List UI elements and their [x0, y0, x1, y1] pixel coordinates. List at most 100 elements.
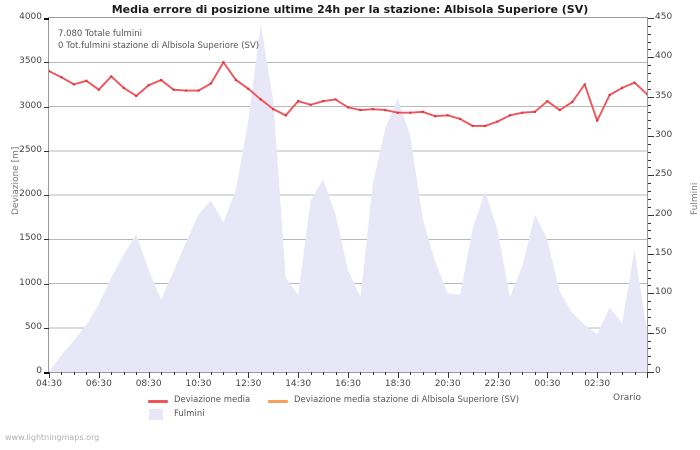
- page-title: Media errore di posizione ultime 24h per…: [111, 3, 589, 16]
- y-tick-left: 3000: [19, 100, 42, 111]
- legend-label[interactable]: Deviazione media: [174, 395, 251, 405]
- x-minor-tick-mark: [285, 372, 287, 375]
- x-tick-label: 12:30: [235, 379, 262, 389]
- x-tick-mark: [298, 372, 300, 378]
- x-tick-mark: [49, 372, 50, 378]
- y-tick-right: 150: [655, 248, 673, 258]
- x-minor-tick-mark: [210, 372, 212, 375]
- legend-label[interactable]: Fulmini: [174, 409, 205, 419]
- x-minor-tick-mark: [161, 372, 163, 375]
- x-minor-tick-mark: [534, 372, 536, 375]
- y-tick-right: 50: [655, 326, 667, 337]
- y-tick-mark-left: [44, 239, 49, 241]
- x-tick-mark: [148, 372, 150, 378]
- x-tick-label: 22:30: [484, 379, 511, 389]
- x-tick-label: 08:30: [135, 379, 162, 389]
- x-minor-tick-mark: [223, 372, 225, 375]
- y-minor-tick-right: [648, 104, 651, 106]
- legend-area-swatch: [149, 409, 163, 420]
- x-tick-mark: [647, 372, 648, 378]
- y-tick-right: 250: [655, 169, 673, 180]
- x-minor-tick-mark: [584, 372, 586, 375]
- y-minor-tick-right: [648, 285, 651, 287]
- y-tick-right: 100: [655, 287, 673, 298]
- y-tick-mark-left: [44, 372, 49, 374]
- y-tick-mark-right: [648, 57, 654, 59]
- y-tick-left: 2500: [19, 144, 42, 155]
- y-minor-tick-right: [648, 364, 651, 366]
- y-minor-tick-right: [648, 348, 651, 350]
- x-tick-label: 20:30: [434, 379, 461, 389]
- x-tick-label: 18:30: [384, 379, 411, 389]
- y-axis-right-label: Fulmini: [690, 182, 700, 215]
- x-minor-tick-mark: [335, 372, 337, 375]
- y-tick-right: 400: [655, 51, 673, 62]
- y-tick-mark-left: [44, 62, 49, 64]
- x-tick-mark: [447, 372, 449, 378]
- x-minor-tick-mark: [61, 372, 63, 375]
- x-tick-mark: [547, 372, 549, 378]
- x-tick-mark: [597, 372, 599, 378]
- y-minor-tick-right: [648, 49, 651, 51]
- y-tick-mark-left: [44, 150, 49, 152]
- x-minor-tick-mark: [410, 372, 412, 375]
- x-minor-tick-mark: [435, 372, 437, 375]
- legend-label[interactable]: Deviazione media stazione di Albisola Su…: [294, 395, 520, 405]
- x-minor-tick-mark: [634, 372, 636, 375]
- y-minor-tick-right: [648, 112, 651, 114]
- y-tick-mark-right: [648, 175, 654, 177]
- y-tick-right: 300: [655, 130, 673, 140]
- y-minor-tick-right: [648, 269, 651, 271]
- x-minor-tick-mark: [360, 372, 362, 375]
- x-minor-tick-mark: [622, 372, 624, 375]
- y-tick-mark-right: [648, 18, 654, 19]
- y-tick-right: 200: [655, 208, 673, 219]
- x-tick-label: 00:30: [534, 379, 561, 389]
- x-minor-tick-mark: [422, 372, 424, 375]
- annotation-station-strokes: 0 Tot.fulmini stazione di Albisola Super…: [58, 41, 260, 51]
- legend: Deviazione media Deviazione media stazion…: [0, 393, 700, 423]
- y-minor-tick-right: [648, 191, 651, 193]
- x-minor-tick-mark: [73, 372, 75, 375]
- y-tick-mark-left: [44, 18, 49, 20]
- x-minor-tick-mark: [485, 372, 487, 375]
- x-minor-tick-mark: [273, 372, 275, 375]
- y-minor-tick-right: [648, 277, 651, 279]
- y-tick-left: 4000: [19, 12, 42, 22]
- y-tick-mark-left: [44, 195, 49, 196]
- y-axis-left-label: Deviazione [m]: [11, 146, 21, 215]
- y-minor-tick-right: [648, 41, 651, 43]
- y-tick-left: 2000: [19, 189, 42, 199]
- x-minor-tick-mark: [609, 372, 611, 375]
- x-tick-mark: [397, 372, 399, 378]
- y-minor-tick-right: [648, 340, 651, 342]
- x-tick-label: 16:30: [335, 379, 361, 389]
- y-tick-left: 0: [36, 366, 42, 376]
- x-minor-tick-mark: [123, 372, 125, 375]
- y-minor-tick-right: [648, 261, 651, 263]
- y-tick-mark-right: [648, 96, 654, 98]
- y-tick-left: 1500: [19, 233, 42, 244]
- x-tick-mark: [248, 372, 250, 378]
- x-minor-tick-mark: [235, 372, 237, 375]
- plot-area: [48, 17, 648, 373]
- plot-svg: [49, 24, 647, 372]
- x-minor-tick-mark: [372, 372, 374, 375]
- y-tick-left: 500: [24, 321, 42, 332]
- y-tick-right: 350: [655, 90, 673, 101]
- y-minor-tick-right: [648, 356, 651, 358]
- y-minor-tick-right: [648, 120, 651, 122]
- x-tick-label: 06:30: [85, 379, 112, 389]
- y-tick-mark-right: [648, 254, 654, 255]
- x-minor-tick-mark: [472, 372, 474, 375]
- y-minor-tick-right: [648, 324, 651, 326]
- y-minor-tick-right: [648, 88, 651, 90]
- x-tick-mark: [348, 372, 349, 378]
- x-minor-tick-mark: [310, 372, 312, 375]
- x-minor-tick-mark: [460, 372, 462, 375]
- x-tick-mark: [497, 372, 499, 378]
- y-tick-mark-right: [648, 214, 654, 216]
- x-minor-tick-mark: [509, 372, 511, 375]
- x-minor-tick-mark: [111, 372, 113, 375]
- x-tick-label: 04:30: [36, 379, 62, 389]
